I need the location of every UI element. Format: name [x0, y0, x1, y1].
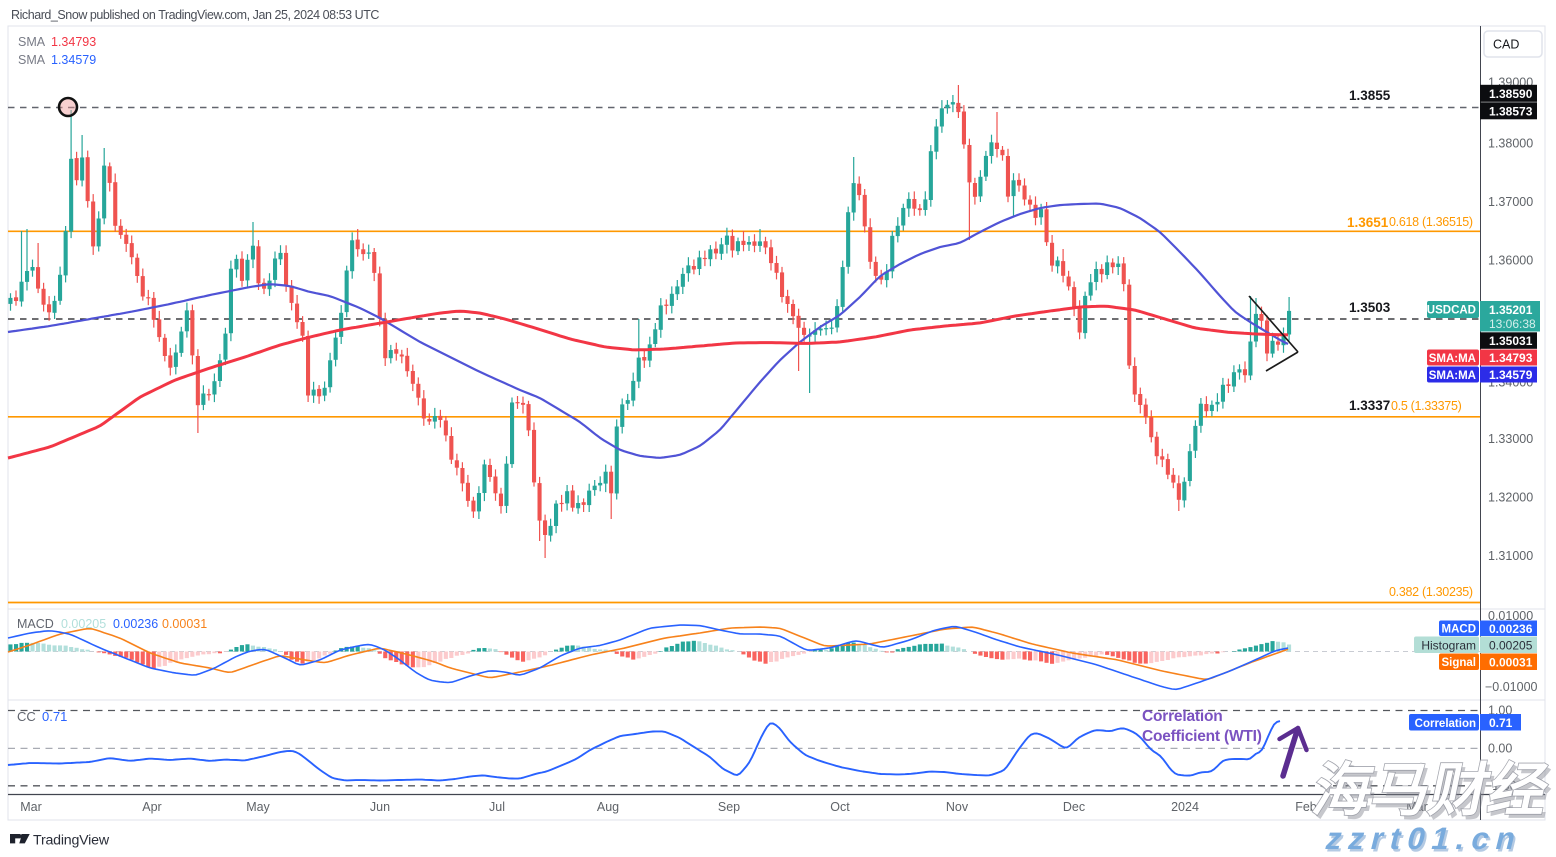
svg-text:USDCAD: USDCAD	[1427, 305, 1476, 317]
svg-text:SMA:MA: SMA:MA	[1429, 370, 1476, 382]
svg-text:0.00031: 0.00031	[1489, 655, 1533, 669]
svg-text:0.01000: 0.01000	[1488, 609, 1533, 623]
svg-text:1.36000: 1.36000	[1488, 254, 1533, 268]
svg-text:CAD: CAD	[1493, 38, 1519, 52]
svg-text:1.37000: 1.37000	[1488, 195, 1533, 209]
svg-text:Sep: Sep	[718, 800, 740, 814]
svg-text:0.00205: 0.00205	[61, 617, 106, 631]
svg-text:1.34793: 1.34793	[51, 35, 96, 49]
svg-text:Nov: Nov	[946, 800, 969, 814]
svg-text:SMA:MA: SMA:MA	[1429, 353, 1476, 365]
svg-text:Dec: Dec	[1063, 800, 1085, 814]
svg-text:Aug: Aug	[597, 800, 619, 814]
svg-text:1.38590: 1.38590	[1489, 87, 1533, 101]
svg-text:zzrt01.cn: zzrt01.cn	[1324, 824, 1528, 857]
svg-text:Mar: Mar	[1406, 800, 1428, 814]
svg-text:−0.01000: −0.01000	[1485, 680, 1538, 694]
svg-text:1.32000: 1.32000	[1488, 491, 1533, 505]
svg-text:Histogram: Histogram	[1421, 639, 1476, 653]
svg-text:zzrt01.cn: zzrt01.cn	[1322, 821, 1526, 855]
svg-text:Feb: Feb	[1295, 800, 1317, 814]
svg-text:0.00205: 0.00205	[1489, 638, 1533, 652]
svg-text:SMA: SMA	[18, 35, 46, 49]
svg-text:0.618 (1.36515): 0.618 (1.36515)	[1389, 215, 1473, 229]
svg-text:1.33000: 1.33000	[1488, 432, 1533, 446]
svg-text:1.3855: 1.3855	[1349, 88, 1391, 103]
svg-text:13:06:38: 13:06:38	[1489, 317, 1536, 331]
svg-text:0.71: 0.71	[1489, 716, 1513, 730]
svg-text:Correlation: Correlation	[1415, 718, 1476, 730]
svg-text:CC: CC	[17, 709, 36, 724]
svg-text:0.71: 0.71	[42, 709, 67, 724]
svg-text:0.382 (1.30235): 0.382 (1.30235)	[1389, 585, 1473, 599]
svg-text:0.00031: 0.00031	[162, 617, 207, 631]
svg-text:MACD: MACD	[1442, 624, 1477, 636]
svg-text:1.3337: 1.3337	[1349, 398, 1390, 413]
svg-text:海马财经: 海马财经	[1307, 759, 1555, 823]
svg-text:Signal: Signal	[1441, 657, 1476, 669]
svg-text:0.5 (1.33375): 0.5 (1.33375)	[1391, 399, 1462, 413]
svg-text:2024: 2024	[1171, 800, 1199, 814]
svg-text:海马财经: 海马财经	[1310, 763, 1556, 827]
svg-text:1.3503: 1.3503	[1349, 300, 1391, 315]
svg-text:Mar: Mar	[20, 800, 42, 814]
svg-text:MACD: MACD	[17, 617, 54, 631]
svg-text:Correlation: Correlation	[1142, 708, 1222, 725]
svg-text:1.31000: 1.31000	[1488, 549, 1533, 563]
svg-text:1.38573: 1.38573	[1489, 104, 1533, 118]
svg-text:Jul: Jul	[489, 800, 505, 814]
svg-text:0.00236: 0.00236	[1489, 622, 1533, 636]
svg-text:1.34579: 1.34579	[1489, 368, 1533, 382]
svg-text:May: May	[246, 800, 270, 814]
svg-text:0.00: 0.00	[1488, 742, 1512, 756]
svg-text:Jun: Jun	[370, 800, 390, 814]
svg-text:1.34579: 1.34579	[51, 53, 96, 67]
svg-text:1.38000: 1.38000	[1488, 137, 1533, 151]
svg-text:−1.00: −1.00	[1485, 779, 1517, 793]
svg-text:1.3651: 1.3651	[1347, 215, 1389, 230]
svg-text:1.34793: 1.34793	[1489, 351, 1533, 365]
svg-text:SMA: SMA	[18, 53, 46, 67]
svg-text:0.00236: 0.00236	[113, 617, 158, 631]
svg-text:1.35031: 1.35031	[1489, 334, 1533, 348]
svg-text:Coefficient (WTI): Coefficient (WTI)	[1142, 728, 1262, 745]
svg-text:TradingView: TradingView	[33, 833, 110, 849]
svg-text:Richard_Snow published on Trad: Richard_Snow published on TradingView.co…	[11, 8, 379, 22]
svg-text:1.35201: 1.35201	[1489, 303, 1533, 317]
svg-text:Oct: Oct	[830, 800, 850, 814]
svg-text:Apr: Apr	[142, 800, 161, 814]
